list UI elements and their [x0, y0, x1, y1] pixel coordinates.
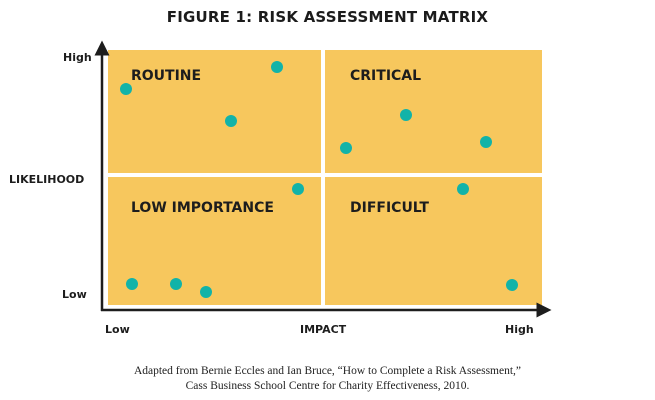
risk-point	[170, 278, 182, 290]
risk-point	[506, 279, 518, 291]
risk-point	[126, 278, 138, 290]
risk-point	[271, 61, 283, 73]
source-caption-line-1: Adapted from Bernie Eccles and Ian Bruce…	[133, 365, 522, 377]
x-axis-high-label: High	[505, 323, 534, 336]
quadrant-label-low-importance: LOW IMPORTANCE	[131, 200, 274, 216]
quadrant-label-difficult: DIFFICULT	[350, 200, 429, 216]
source-caption: Adapted from Bernie Eccles and Ian Bruce…	[0, 364, 655, 394]
quadrant-label-critical: CRITICAL	[350, 68, 421, 84]
risk-point	[400, 109, 412, 121]
y-axis-high-label: High	[63, 51, 92, 64]
y-axis-title: LIKELIHOOD	[9, 173, 84, 186]
risk-point	[480, 136, 492, 148]
risk-point	[120, 83, 132, 95]
x-axis-title: IMPACT	[300, 323, 347, 336]
risk-point	[292, 183, 304, 195]
figure-title: FIGURE 1: RISK ASSESSMENT MATRIX	[166, 8, 489, 26]
risk-point	[225, 115, 237, 127]
risk-point	[200, 286, 212, 298]
x-axis-low-label: Low	[105, 323, 130, 336]
quadrant-label-routine: ROUTINE	[131, 68, 201, 84]
risk-point	[457, 183, 469, 195]
risk-point	[340, 142, 352, 154]
source-caption-line-2: Cass Business School Centre for Charity …	[185, 380, 470, 392]
risk-points	[120, 61, 518, 298]
y-axis-low-label: Low	[62, 288, 87, 301]
